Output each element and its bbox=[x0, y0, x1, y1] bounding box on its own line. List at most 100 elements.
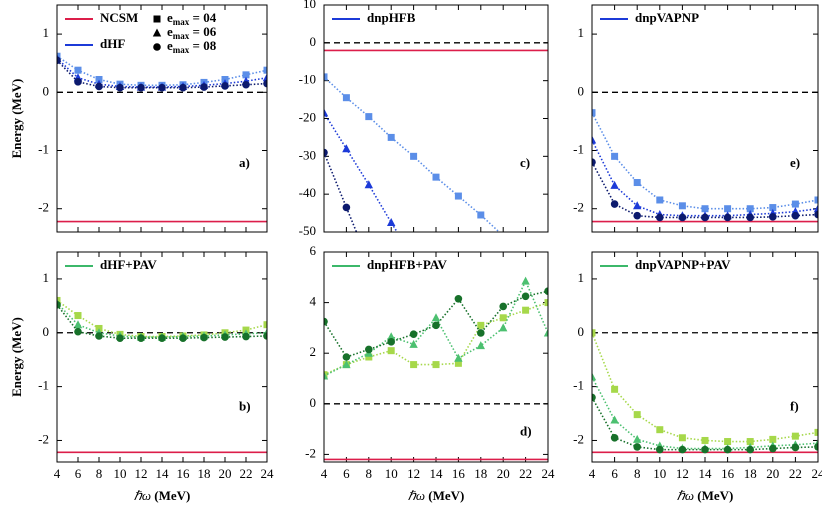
marker-circle bbox=[242, 80, 250, 89]
series-line bbox=[592, 332, 818, 443]
plot-area bbox=[592, 91, 818, 223]
marker-circle bbox=[746, 213, 754, 222]
x-tick-label: 18 bbox=[474, 466, 487, 481]
marker-circle bbox=[746, 445, 754, 454]
marker-circle bbox=[179, 334, 187, 342]
legend-label: dnpVAPNP bbox=[635, 10, 699, 25]
frame bbox=[56, 251, 268, 463]
marker-circle bbox=[74, 327, 82, 336]
x-axis-label: ℏω (MeV) bbox=[677, 488, 734, 503]
legend-label: dnpHFB bbox=[367, 10, 416, 25]
plot-area bbox=[324, 42, 548, 232]
marker-circle bbox=[74, 78, 82, 86]
x-tick-label: 20 bbox=[766, 466, 779, 481]
marker-square bbox=[324, 371, 328, 379]
marker-circle bbox=[221, 82, 229, 90]
y-tick-label: 0 bbox=[310, 34, 317, 49]
y-tick-label: -2 bbox=[305, 445, 316, 460]
marker-square bbox=[701, 205, 709, 213]
series-line bbox=[57, 57, 267, 88]
marker-circle bbox=[200, 333, 208, 342]
marker-circle bbox=[242, 332, 250, 341]
legend-label: dnpVAPNP+PAV bbox=[635, 257, 731, 272]
legend-sub: max bbox=[173, 45, 190, 55]
legend-base: e bbox=[167, 10, 173, 25]
marker-square bbox=[454, 192, 462, 200]
marker-circle bbox=[342, 203, 351, 212]
marker-circle bbox=[701, 213, 709, 222]
x-tick-label: 10 bbox=[114, 466, 127, 481]
marker-circle bbox=[137, 334, 145, 342]
marker-circle bbox=[153, 43, 161, 51]
x-tick-label: 4 bbox=[589, 466, 596, 481]
marker-square bbox=[611, 152, 619, 160]
panel: 4 6 8 10 12 14 16 18 20 22 24-20246dnpHFB+PAVd)ℏω … bbox=[305, 243, 555, 503]
marker-square bbox=[477, 211, 485, 219]
x-tick-label: 16 bbox=[177, 466, 191, 481]
y-tick-label: 10 bbox=[303, 0, 316, 11]
x-tick-label: 22 bbox=[519, 466, 532, 481]
panel: 4 6 8 10 12 14 16 18 20 22 24 -2 -1 0 1 dHF+PAV b) Energy… bbox=[9, 251, 274, 503]
x-tick-label: 10 bbox=[385, 466, 398, 481]
x-tick-label: 8 bbox=[634, 466, 641, 481]
marker-circle bbox=[544, 287, 548, 296]
y-tick-label: 1 bbox=[578, 25, 585, 40]
x-tick-label: 10 bbox=[653, 466, 666, 481]
frame bbox=[591, 251, 819, 463]
series-line bbox=[592, 396, 818, 451]
marker-triangle bbox=[73, 320, 83, 329]
series-line bbox=[57, 302, 267, 338]
legend-base: e bbox=[167, 24, 173, 39]
y-tick-label: -20 bbox=[299, 109, 316, 124]
y-tick-label: -2 bbox=[573, 431, 584, 446]
x-axis-label: ℏω (MeV) bbox=[134, 488, 191, 503]
marker-circle bbox=[521, 292, 530, 301]
marker-circle bbox=[610, 200, 619, 208]
marker-square bbox=[387, 347, 395, 355]
y-tick-label: -40 bbox=[299, 185, 316, 200]
marker-circle bbox=[116, 83, 124, 92]
marker-square bbox=[387, 133, 395, 141]
marker-square bbox=[611, 385, 619, 393]
marker-circle bbox=[701, 445, 709, 454]
frame bbox=[323, 251, 549, 463]
marker-circle bbox=[342, 353, 351, 361]
series-line bbox=[57, 55, 267, 87]
marker-square bbox=[263, 321, 267, 329]
x-tick-label: 24 bbox=[812, 466, 822, 481]
marker-square bbox=[454, 359, 462, 367]
marker-square bbox=[746, 438, 754, 446]
marker-square bbox=[324, 73, 328, 81]
marker-triangle bbox=[364, 180, 373, 189]
legend-base: e bbox=[167, 38, 173, 53]
marker-square bbox=[724, 205, 732, 213]
marker-square bbox=[656, 426, 664, 434]
marker-legend-label: emax = 06 bbox=[167, 24, 217, 41]
marker-triangle bbox=[387, 332, 396, 341]
marker-circle bbox=[95, 82, 103, 91]
marker-triangle bbox=[499, 323, 508, 332]
y-tick-label: -2 bbox=[38, 431, 49, 446]
marker-circle bbox=[116, 334, 124, 342]
y-tick-label: 4 bbox=[310, 294, 317, 309]
y-tick-label: -1 bbox=[573, 378, 584, 393]
x-tick-label: 18 bbox=[198, 466, 211, 481]
panel-label: c) bbox=[520, 155, 530, 170]
marker-triangle bbox=[454, 353, 463, 362]
marker-square bbox=[791, 432, 799, 440]
marker-triangle bbox=[592, 135, 597, 144]
marker-circle bbox=[477, 329, 485, 337]
x-tick-label: 8 bbox=[96, 466, 103, 481]
frame bbox=[591, 4, 819, 233]
marker-circle bbox=[610, 433, 619, 442]
x-tick-label: 4 bbox=[321, 466, 328, 481]
marker-square bbox=[814, 196, 818, 204]
x-label-symbol: ℏω bbox=[134, 488, 151, 503]
marker-square bbox=[592, 329, 596, 337]
marker-circle bbox=[95, 332, 103, 340]
x-label-unit: (MeV) bbox=[694, 488, 733, 503]
marker-circle bbox=[592, 393, 596, 402]
x-tick-label: 8 bbox=[366, 466, 373, 481]
y-tick-label: -1 bbox=[38, 141, 49, 156]
